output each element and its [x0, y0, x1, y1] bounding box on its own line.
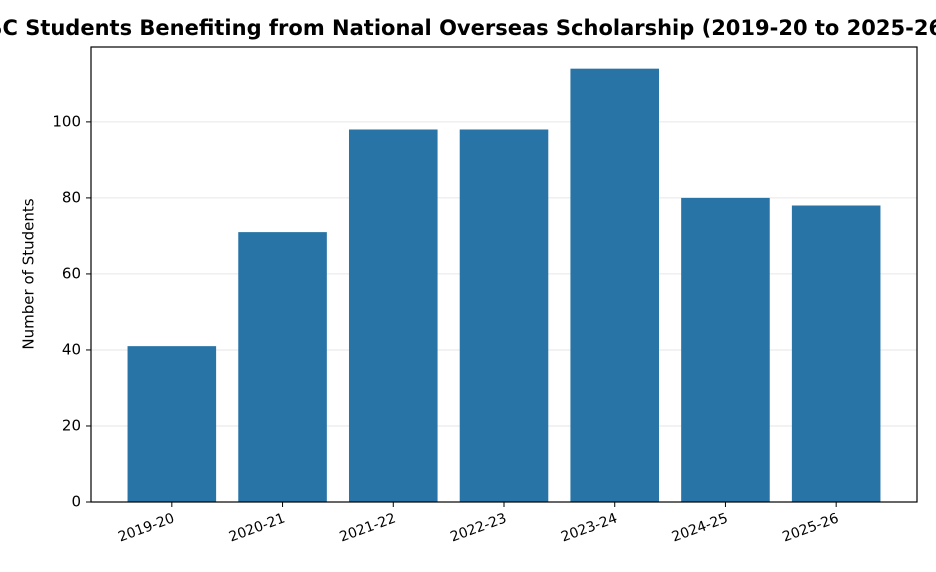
bar [681, 197, 770, 502]
x-tick-label: 2021-22 [338, 510, 398, 545]
x-tick-label: 2025-26 [780, 510, 841, 545]
x-tick-label: 2023-24 [559, 510, 620, 545]
y-tick-label: 100 [52, 112, 81, 130]
x-tick-label: 2024-25 [670, 510, 730, 545]
y-tick-label: 80 [62, 188, 81, 206]
x-tick-label: 2019-20 [116, 510, 176, 545]
bar [791, 205, 881, 502]
y-tick-label: 0 [71, 493, 81, 511]
y-tick-label: 40 [62, 340, 81, 358]
chart-title: SC Students Benefiting from National Ove… [0, 16, 936, 40]
bar [348, 129, 438, 502]
bar [238, 232, 327, 503]
bar [570, 68, 660, 503]
x-tick-label: 2022-23 [448, 510, 508, 545]
y-axis-label: Number of Students [20, 198, 38, 349]
plot-frame [90, 46, 918, 503]
y-tick-label: 60 [62, 264, 81, 282]
y-tick-label: 20 [62, 416, 81, 434]
x-tick-label: 2020-21 [227, 510, 287, 545]
bar [127, 346, 217, 502]
bar [459, 129, 549, 502]
